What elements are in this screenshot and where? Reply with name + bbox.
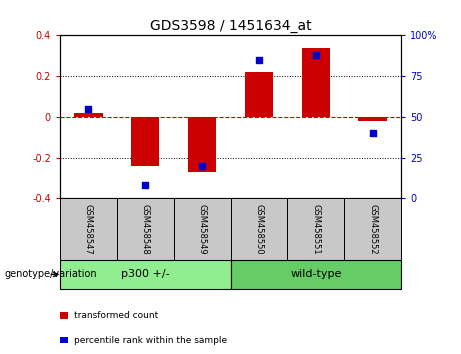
Text: genotype/variation: genotype/variation	[5, 269, 97, 279]
Bar	[287, 198, 344, 260]
Bar	[60, 198, 117, 260]
Bar	[117, 198, 174, 260]
Text: GSM458548: GSM458548	[141, 204, 150, 255]
Point	[255, 57, 263, 63]
Bar	[131, 117, 160, 166]
Title: GDS3598 / 1451634_at: GDS3598 / 1451634_at	[150, 19, 311, 33]
Point	[85, 106, 92, 112]
Text: wild-type: wild-type	[290, 269, 342, 279]
Text: GSM458547: GSM458547	[84, 204, 93, 255]
Bar	[188, 117, 216, 172]
Point	[369, 130, 376, 136]
Text: GSM458551: GSM458551	[311, 204, 320, 255]
Point	[312, 52, 319, 58]
Text: GSM458552: GSM458552	[368, 204, 377, 255]
Bar	[301, 47, 330, 117]
Text: percentile rank within the sample: percentile rank within the sample	[74, 336, 227, 345]
Point	[142, 182, 149, 188]
Text: GSM458549: GSM458549	[198, 204, 207, 255]
Point	[198, 163, 206, 169]
Text: GSM458550: GSM458550	[254, 204, 263, 255]
Text: transformed count: transformed count	[74, 311, 158, 320]
Bar	[245, 72, 273, 117]
Bar	[358, 117, 387, 121]
Bar	[344, 198, 401, 260]
Bar	[174, 198, 230, 260]
Bar	[60, 260, 230, 289]
Bar	[74, 113, 102, 117]
Text: p300 +/-: p300 +/-	[121, 269, 170, 279]
Bar	[230, 198, 287, 260]
Bar	[230, 260, 401, 289]
